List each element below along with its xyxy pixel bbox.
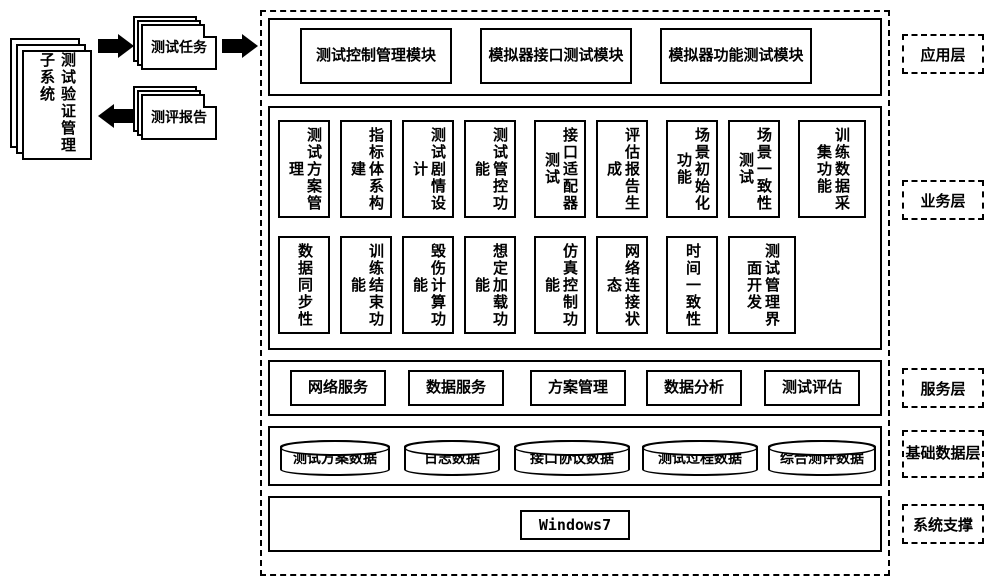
biz2-7: 测试管理界面开发	[728, 236, 796, 334]
layer-biz-label: 业务层	[902, 180, 984, 220]
biz2-2: 毁伤计算功能	[402, 236, 454, 334]
biz2-3: 想定加载功能	[464, 236, 516, 334]
app-item-1: 模拟器接口测试模块	[480, 28, 632, 84]
db-1: 日志数据	[404, 440, 500, 476]
biz2-1: 训练结束功能	[340, 236, 392, 334]
sys-0: Windows7	[520, 510, 630, 540]
doc-top-label: 测试任务	[151, 37, 207, 57]
biz2-0: 数据同步性	[278, 236, 330, 334]
architecture-diagram: 测试验证管理子系统 测试任务 测评报告 测试控制管理模块 模拟器接口测试模块 模…	[10, 10, 990, 576]
db-4: 综合测评数据	[768, 440, 876, 476]
doc-stack-bottom: 测评报告	[133, 86, 215, 140]
svc-2: 方案管理	[530, 370, 626, 406]
db-3: 测试过程数据	[642, 440, 758, 476]
arrow-from-report	[98, 104, 134, 128]
subsystem-label: 测试验证管理子系统	[36, 52, 78, 158]
doc-stack-top: 测试任务	[133, 16, 215, 70]
subsystem-stack: 测试验证管理子系统	[10, 38, 88, 158]
biz2-5: 网络连接状态	[596, 236, 648, 334]
biz1-8: 训练数据采集功能	[798, 120, 866, 218]
biz2-4: 仿真控制功能	[534, 236, 586, 334]
biz2-6: 时间一致性	[666, 236, 718, 334]
svc-3: 数据分析	[646, 370, 742, 406]
layer-svc-label: 服务层	[902, 368, 984, 408]
layer-app-label: 应用层	[902, 34, 984, 74]
layer-data-label: 基础数据层	[902, 430, 984, 478]
biz1-1: 指标体系构建	[340, 120, 392, 218]
db-0: 测试方案数据	[280, 440, 390, 476]
biz1-6: 场景初始化功能	[666, 120, 718, 218]
svc-4: 测试评估	[764, 370, 860, 406]
db-2: 接口协议数据	[514, 440, 630, 476]
biz1-2: 测试剧情设计	[402, 120, 454, 218]
biz1-5: 评估报告生成	[596, 120, 648, 218]
doc-bottom-label: 测评报告	[151, 107, 207, 127]
layer-sys-label: 系统支撑	[902, 504, 984, 544]
svc-0: 网络服务	[290, 370, 386, 406]
biz1-0: 测试方案管理	[278, 120, 330, 218]
app-item-2: 模拟器功能测试模块	[660, 28, 812, 84]
biz1-7: 场景一致性测试	[728, 120, 780, 218]
app-item-0: 测试控制管理模块	[300, 28, 452, 84]
arrow-task-to-main	[222, 34, 258, 58]
biz1-3: 测试管控功能	[464, 120, 516, 218]
svc-1: 数据服务	[408, 370, 504, 406]
arrow-to-task	[98, 34, 134, 58]
biz1-4: 接口适配器测试	[534, 120, 586, 218]
